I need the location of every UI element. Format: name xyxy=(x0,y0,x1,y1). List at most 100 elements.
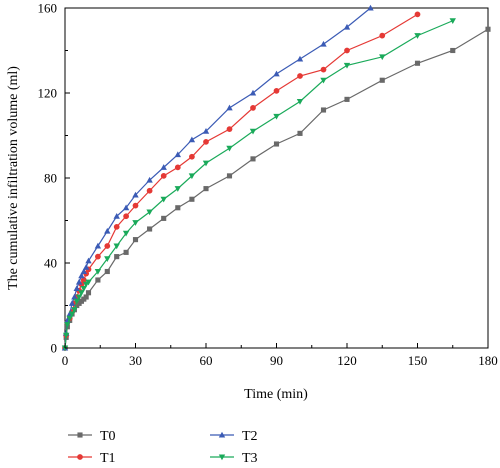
data-point-t3 xyxy=(78,290,85,296)
data-point-t0 xyxy=(175,205,181,211)
data-point-t0 xyxy=(161,215,167,221)
data-point-t3 xyxy=(273,113,280,120)
data-point-t3 xyxy=(414,33,421,39)
x-tick-label: 90 xyxy=(270,353,283,368)
legend-marker xyxy=(77,454,83,460)
data-point-t1 xyxy=(379,32,386,39)
data-point-t1 xyxy=(414,11,421,18)
series-layer xyxy=(61,4,491,352)
data-point-t2 xyxy=(367,4,374,11)
data-point-t3 xyxy=(202,160,210,167)
data-point-t3 xyxy=(188,173,196,180)
data-point-t3 xyxy=(66,315,73,322)
data-point-t2 xyxy=(104,227,111,234)
data-point-t0 xyxy=(344,96,350,102)
series-line-t0 xyxy=(64,28,489,349)
data-point-t2 xyxy=(174,151,181,158)
data-point-t3 xyxy=(85,279,92,286)
data-point-t2 xyxy=(160,164,167,170)
y-tick-label: 80 xyxy=(44,171,57,186)
legend-item-t0: T0 xyxy=(68,429,116,444)
y-tick-label: 0 xyxy=(51,341,58,356)
data-point-t1 xyxy=(123,213,129,220)
data-point-t3 xyxy=(68,311,76,318)
data-point-t3 xyxy=(104,256,111,262)
data-point-t1 xyxy=(113,223,120,230)
legend-label: T1 xyxy=(100,451,116,466)
data-point-t3 xyxy=(449,18,456,24)
data-point-t0 xyxy=(379,77,385,83)
x-tick-label: 180 xyxy=(478,353,498,368)
legend-item-t2: T2 xyxy=(210,429,258,444)
data-point-t0 xyxy=(123,249,129,255)
data-point-t3 xyxy=(132,220,139,226)
data-point-t0 xyxy=(95,277,101,283)
data-point-t2 xyxy=(85,257,92,264)
data-point-t3 xyxy=(249,128,257,135)
series-t3 xyxy=(61,18,456,352)
x-axis-title: Time (min) xyxy=(244,387,308,402)
data-point-t0 xyxy=(273,141,280,147)
data-point-t3 xyxy=(146,209,153,216)
series-t2 xyxy=(61,4,374,351)
data-point-t1 xyxy=(132,202,139,209)
data-point-t0 xyxy=(320,107,327,113)
data-point-t2 xyxy=(296,55,304,62)
data-point-t2 xyxy=(202,128,210,134)
data-point-t1 xyxy=(189,153,195,160)
legend-marker xyxy=(77,432,83,438)
data-point-t3 xyxy=(343,62,351,69)
y-tick-label: 160 xyxy=(38,1,58,16)
data-point-t2 xyxy=(132,191,139,198)
data-point-t0 xyxy=(226,173,233,179)
data-point-t0 xyxy=(203,186,209,192)
data-point-t3 xyxy=(113,243,120,250)
data-point-t3 xyxy=(174,186,181,192)
series-line-t2 xyxy=(64,7,371,349)
data-point-t3 xyxy=(94,268,102,275)
data-point-t3 xyxy=(64,322,71,328)
data-point-t3 xyxy=(379,54,386,61)
legend-item-t1: T1 xyxy=(68,451,116,466)
data-point-t1 xyxy=(203,138,209,145)
data-point-t1 xyxy=(297,73,303,79)
data-point-t3 xyxy=(80,285,87,292)
data-point-t3 xyxy=(296,98,304,105)
x-tick-label: 120 xyxy=(337,353,357,368)
x-tick-label: 60 xyxy=(200,353,213,368)
data-point-t2 xyxy=(122,204,130,211)
data-point-t1 xyxy=(226,126,233,133)
data-point-t0 xyxy=(147,226,153,232)
data-point-t0 xyxy=(83,294,89,300)
data-point-t3 xyxy=(320,77,327,84)
data-point-t3 xyxy=(160,196,167,203)
data-point-t0 xyxy=(85,290,92,296)
data-point-t0 xyxy=(250,156,256,162)
data-point-t2 xyxy=(226,104,233,111)
series-line-t1 xyxy=(64,13,418,349)
y-tick-label: 40 xyxy=(44,256,57,271)
data-point-t0 xyxy=(297,130,303,136)
x-tick-label: 150 xyxy=(408,353,428,368)
data-point-t3 xyxy=(122,230,130,237)
data-point-t3 xyxy=(226,145,233,152)
data-point-t0 xyxy=(132,237,139,243)
data-point-t2 xyxy=(188,136,196,143)
ticks-layer: 0 30 60 90 120 150 180 0 40 80 120 160 xyxy=(38,1,498,369)
data-point-t2 xyxy=(80,268,87,275)
data-point-t1 xyxy=(174,164,181,171)
data-point-t1 xyxy=(104,243,111,249)
plot-frame xyxy=(64,7,489,349)
data-point-t1 xyxy=(80,277,87,283)
x-tick-label: 30 xyxy=(129,353,142,368)
series-line-t3 xyxy=(64,20,453,349)
data-point-t2 xyxy=(146,176,153,183)
data-point-t1 xyxy=(160,172,167,179)
data-point-t0 xyxy=(104,268,110,275)
legend: T0 T1 T2 T3 xyxy=(68,429,258,466)
data-point-t2 xyxy=(73,285,80,292)
data-point-t2 xyxy=(273,70,280,77)
data-point-t3 xyxy=(62,332,70,339)
data-point-t2 xyxy=(343,23,351,30)
